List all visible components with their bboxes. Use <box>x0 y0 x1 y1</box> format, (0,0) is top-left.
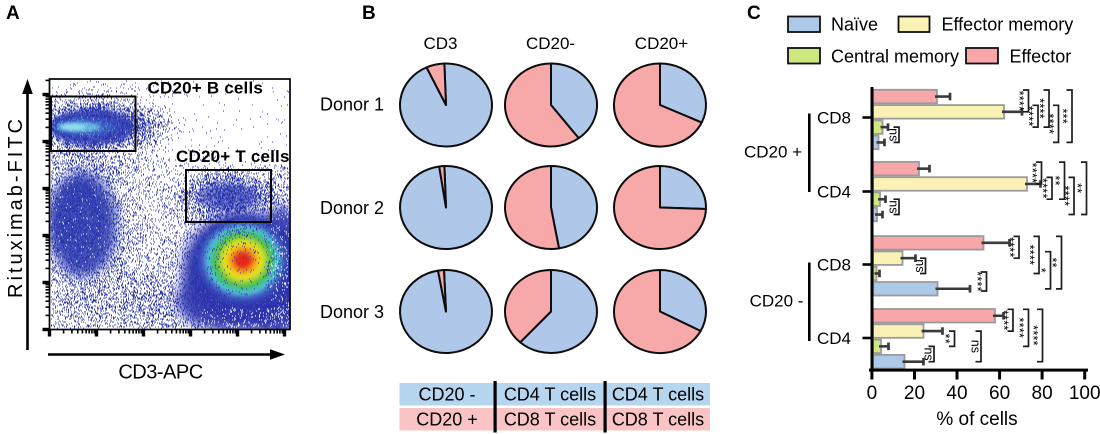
svg-text:CD20 +: CD20 + <box>744 143 802 162</box>
svg-text:A: A <box>6 3 20 24</box>
svg-text:**: ** <box>938 334 952 344</box>
svg-text:CD20+: CD20+ <box>635 34 688 53</box>
svg-text:CD20 +: CD20 + <box>416 410 478 430</box>
svg-text:****: **** <box>1003 237 1017 258</box>
svg-text:40: 40 <box>946 383 967 404</box>
svg-text:ns: ns <box>887 128 901 141</box>
svg-text:60: 60 <box>989 383 1010 404</box>
svg-text:****: **** <box>1012 91 1026 112</box>
svg-text:0: 0 <box>867 383 878 404</box>
svg-text:****: **** <box>1026 325 1040 346</box>
svg-text:CD20+ B cells: CD20+ B cells <box>148 79 264 98</box>
svg-text:Donor 1: Donor 1 <box>320 95 384 115</box>
svg-text:**: ** <box>1048 175 1062 185</box>
svg-text:ns: ns <box>969 340 983 353</box>
svg-text:% of cells: % of cells <box>936 409 1017 430</box>
svg-text:Central memory: Central memory <box>831 47 959 67</box>
svg-text:CD8: CD8 <box>817 256 851 275</box>
svg-text:Effector: Effector <box>1010 47 1072 67</box>
svg-text:CD4 T cells: CD4 T cells <box>504 385 596 405</box>
svg-text:CD20-: CD20- <box>526 34 575 53</box>
svg-text:20: 20 <box>904 383 925 404</box>
svg-text:****: **** <box>1012 318 1026 339</box>
svg-text:CD8 T cells: CD8 T cells <box>612 410 704 430</box>
svg-text:ns: ns <box>922 347 936 360</box>
svg-text:Donor 3: Donor 3 <box>320 302 384 322</box>
svg-text:***: *** <box>1056 108 1070 124</box>
svg-text:Rituximab-FITC: Rituximab-FITC <box>5 116 27 298</box>
svg-text:C: C <box>747 3 761 24</box>
svg-text:****: **** <box>997 310 1011 331</box>
svg-text:CD4: CD4 <box>817 183 851 202</box>
svg-text:****: **** <box>1036 178 1050 199</box>
svg-text:Naïve: Naïve <box>831 15 878 35</box>
svg-text:****: **** <box>1058 186 1072 207</box>
svg-text:**: ** <box>1045 257 1059 267</box>
svg-text:Effector memory: Effector memory <box>942 15 1074 35</box>
svg-text:CD8: CD8 <box>817 109 851 128</box>
svg-text:****: **** <box>1033 98 1047 119</box>
svg-text:B: B <box>362 3 376 24</box>
svg-text:*: * <box>1034 268 1048 273</box>
svg-text:****: **** <box>1023 245 1037 266</box>
svg-text:100: 100 <box>1069 383 1100 404</box>
svg-text:****: **** <box>1025 163 1039 184</box>
svg-text:CD20 -: CD20 - <box>750 292 804 311</box>
svg-text:****: **** <box>1042 114 1056 135</box>
svg-text:80: 80 <box>1032 383 1053 404</box>
svg-text:**: ** <box>1070 183 1084 193</box>
svg-text:CD20+ T cells: CD20+ T cells <box>176 147 290 166</box>
svg-text:ns: ns <box>887 200 901 213</box>
svg-text:CD3: CD3 <box>423 34 457 53</box>
svg-text:CD4 T cells: CD4 T cells <box>612 385 704 405</box>
svg-text:CD4: CD4 <box>817 329 851 348</box>
svg-text:CD8 T cells: CD8 T cells <box>504 410 596 430</box>
svg-text:****: **** <box>970 271 984 292</box>
svg-text:CD3-APC: CD3-APC <box>118 362 202 384</box>
svg-text:ns: ns <box>913 259 927 272</box>
svg-text:****: **** <box>1022 106 1036 127</box>
svg-text:Donor 2: Donor 2 <box>320 198 384 218</box>
svg-text:CD20 -: CD20 - <box>418 385 475 405</box>
